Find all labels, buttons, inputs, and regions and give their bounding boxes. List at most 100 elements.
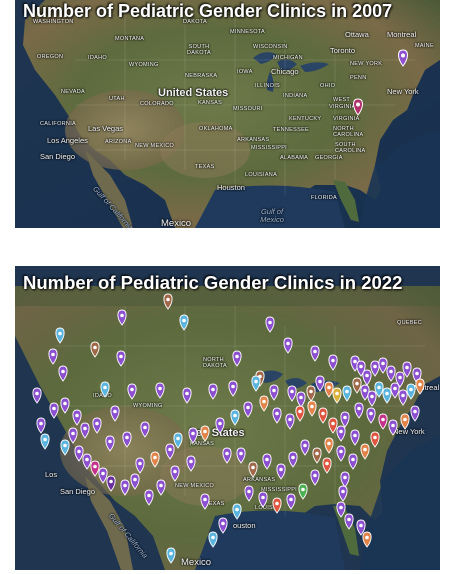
clinic-pin[interactable] — [356, 519, 366, 536]
clinic-pin[interactable] — [165, 443, 175, 460]
clinic-pin[interactable] — [352, 377, 362, 394]
clinic-pin[interactable] — [215, 417, 225, 434]
clinic-pin[interactable] — [272, 407, 282, 424]
clinic-pin[interactable] — [342, 385, 352, 402]
clinic-pin[interactable] — [378, 357, 388, 374]
clinic-pin[interactable] — [318, 407, 328, 424]
clinic-pin[interactable] — [236, 447, 246, 464]
clinic-pin[interactable] — [120, 479, 130, 496]
clinic-pin[interactable] — [170, 465, 180, 482]
clinic-pin[interactable] — [315, 375, 325, 392]
clinic-pin[interactable] — [344, 513, 354, 530]
clinic-pin[interactable] — [156, 479, 166, 496]
clinic-pin[interactable] — [186, 455, 196, 472]
clinic-pin[interactable] — [296, 391, 306, 408]
clinic-pin[interactable] — [262, 453, 272, 470]
clinic-pin[interactable] — [140, 421, 150, 438]
clinic-pin[interactable] — [243, 401, 253, 418]
clinic-pin[interactable] — [354, 402, 364, 419]
clinic-pin[interactable] — [258, 491, 268, 508]
clinic-pin[interactable] — [336, 501, 346, 518]
clinic-pin[interactable] — [68, 427, 78, 444]
clinic-pin[interactable] — [179, 314, 189, 331]
clinic-pin[interactable] — [182, 387, 192, 404]
clinic-pin[interactable] — [276, 463, 286, 480]
clinic-pin[interactable] — [374, 381, 384, 398]
clinic-pin[interactable] — [259, 395, 269, 412]
clinic-pin[interactable] — [415, 378, 425, 395]
clinic-pin[interactable] — [395, 371, 405, 388]
clinic-pin[interactable] — [105, 435, 115, 452]
clinic-pin[interactable] — [328, 417, 338, 434]
clinic-pin[interactable] — [122, 431, 132, 448]
clinic-pin[interactable] — [60, 397, 70, 414]
clinic-pin[interactable] — [244, 485, 254, 502]
clinic-pin[interactable] — [48, 348, 58, 365]
clinic-pin[interactable] — [287, 385, 297, 402]
clinic-pin[interactable] — [110, 405, 120, 422]
clinic-pin[interactable] — [332, 387, 342, 404]
clinic-pin[interactable] — [402, 361, 412, 378]
clinic-pin[interactable] — [80, 422, 90, 439]
clinic-pin[interactable] — [324, 437, 334, 454]
clinic-pin[interactable] — [390, 382, 400, 399]
clinic-pin[interactable] — [295, 405, 305, 422]
clinic-pin[interactable] — [360, 384, 370, 401]
clinic-pin[interactable] — [378, 413, 388, 430]
clinic-pin[interactable] — [288, 451, 298, 468]
clinic-pin[interactable] — [398, 389, 408, 406]
clinic-pin[interactable] — [173, 432, 183, 449]
clinic-pin[interactable] — [312, 447, 322, 464]
clinic-pin[interactable] — [360, 443, 370, 460]
clinic-pin[interactable] — [127, 383, 137, 400]
clinic-pin[interactable] — [116, 350, 126, 367]
clinic-pin[interactable] — [232, 503, 242, 520]
clinic-pin[interactable] — [269, 384, 279, 401]
clinic-pin[interactable] — [72, 409, 82, 426]
clinic-pin[interactable] — [32, 387, 42, 404]
clinic-pin[interactable] — [155, 382, 165, 399]
clinic-pin[interactable] — [338, 485, 348, 502]
clinic-pin[interactable] — [382, 387, 392, 404]
clinic-pin[interactable] — [306, 385, 316, 402]
clinic-pin[interactable] — [406, 383, 416, 400]
clinic-pin[interactable] — [367, 390, 377, 407]
clinic-pin[interactable] — [386, 365, 396, 382]
clinic-pin[interactable] — [58, 365, 68, 382]
clinic-pin[interactable] — [188, 427, 198, 444]
clinic-pin[interactable] — [200, 425, 210, 442]
clinic-pin[interactable] — [362, 531, 372, 548]
clinic-pin[interactable] — [336, 445, 346, 462]
clinic-pin[interactable] — [166, 547, 176, 564]
clinic-pin[interactable] — [340, 471, 350, 488]
clinic-pin[interactable] — [117, 309, 127, 326]
clinic-pin[interactable] — [100, 381, 110, 398]
clinic-pin[interactable] — [324, 381, 334, 398]
clinic-pin[interactable] — [230, 409, 240, 426]
clinic-pin[interactable] — [228, 380, 238, 397]
clinic-pin[interactable] — [307, 400, 317, 417]
clinic-pin[interactable] — [92, 417, 102, 434]
clinic-pin[interactable] — [388, 419, 398, 436]
clinic-pin[interactable] — [322, 457, 332, 474]
clinic-pin[interactable] — [135, 457, 145, 474]
clinic-pin[interactable] — [350, 429, 360, 446]
clinic-pin[interactable] — [370, 360, 380, 377]
clinic-pin[interactable] — [144, 489, 154, 506]
clinic-pin[interactable] — [285, 413, 295, 430]
clinic-pin[interactable] — [232, 350, 242, 367]
clinic-pin[interactable] — [150, 451, 160, 468]
clinic-pin[interactable] — [106, 475, 116, 492]
clinic-pin[interactable] — [272, 497, 282, 514]
clinic-pin[interactable] — [328, 354, 338, 371]
clinic-pin[interactable] — [353, 98, 363, 116]
clinic-pin[interactable] — [300, 439, 310, 456]
clinic-pin[interactable] — [286, 493, 296, 510]
clinic-pin[interactable] — [340, 411, 350, 428]
clinic-pin[interactable] — [222, 447, 232, 464]
clinic-pin[interactable] — [398, 49, 408, 67]
clinic-pin[interactable] — [336, 425, 346, 442]
clinic-pin[interactable] — [130, 473, 140, 490]
clinic-pin[interactable] — [98, 467, 108, 484]
clinic-pin[interactable] — [310, 345, 320, 362]
